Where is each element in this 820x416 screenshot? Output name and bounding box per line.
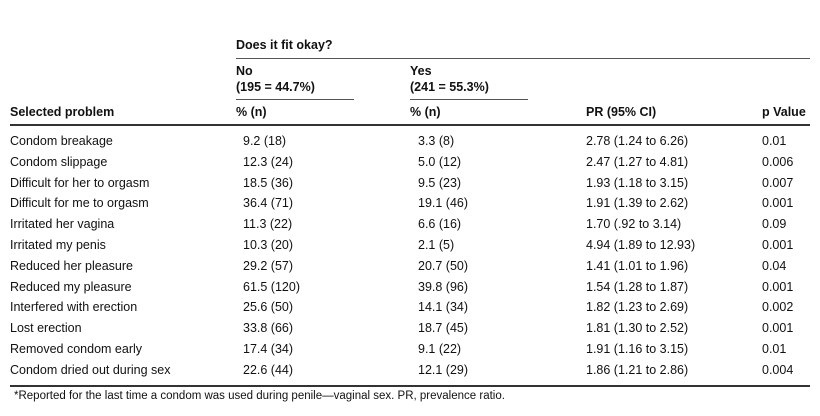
group-rule (236, 58, 810, 59)
row-p-value: 0.002 (762, 300, 794, 315)
row-pr: 1.91 (1.16 to 3.15) (586, 342, 689, 356)
row-p-value: 0.001 (762, 321, 794, 336)
group-header: Does it fit okay? (236, 38, 333, 52)
header-rule (10, 124, 810, 126)
row-problem: Removed condom early (10, 342, 143, 356)
row-pr: 1.82 (1.23 to 2.69) (586, 300, 689, 315)
row-problem: Interfered with erection (10, 300, 138, 315)
row-problem: Irritated my penis (10, 238, 106, 252)
row-no-percent: 25.6 (50) (243, 300, 294, 315)
row-no-percent: 18.5 (36) (243, 175, 294, 190)
row-p-value: 0.006 (762, 154, 794, 169)
row-yes-percent: 6.6 (16) (418, 217, 462, 232)
row-problem: Lost erection (10, 321, 82, 336)
row-yes-percent: 2.1 (5) (418, 238, 455, 252)
row-problem: Difficult for her to orgasm (10, 175, 150, 190)
row-no-percent: 33.8 (66) (243, 321, 294, 336)
no-column-count: (195 = 44.7%) (236, 80, 315, 94)
yes-column-label: Yes (410, 64, 432, 78)
column-header-p-value: p Value (762, 105, 806, 119)
row-p-value: 0.004 (762, 362, 794, 377)
row-no-percent: 9.2 (18) (243, 134, 287, 148)
row-pr: 1.86 (1.21 to 2.86) (586, 362, 689, 377)
no-column-rule (236, 99, 354, 100)
row-problem: Condom dried out during sex (10, 362, 171, 377)
row-p-value: 0.09 (762, 217, 787, 232)
row-p-value: 0.007 (762, 175, 794, 190)
row-pr: 4.94 (1.89 to 12.93) (586, 238, 696, 252)
row-yes-percent: 18.7 (45) (418, 321, 469, 336)
no-column-label: No (236, 64, 253, 78)
row-p-value: 0.001 (762, 238, 794, 252)
row-no-percent: 36.4 (71) (243, 196, 294, 211)
row-problem: Difficult for me to orgasm (10, 196, 149, 211)
row-yes-percent: 12.1 (29) (418, 362, 469, 377)
row-yes-percent: 39.8 (96) (418, 279, 469, 294)
row-yes-percent: 19.1 (46) (418, 196, 469, 211)
row-pr: 1.41 (1.01 to 1.96) (586, 258, 689, 273)
row-yes-percent: 5.0 (12) (418, 154, 462, 169)
row-no-percent: 22.6 (44) (243, 362, 294, 377)
bottom-rule (10, 385, 810, 387)
row-no-percent: 29.2 (57) (243, 258, 294, 273)
row-p-value: 0.001 (762, 196, 794, 211)
row-no-percent: 61.5 (120) (243, 279, 300, 294)
column-header-problem: Selected problem (10, 105, 115, 119)
row-p-value: 0.01 (762, 342, 787, 356)
row-pr: 1.81 (1.30 to 2.52) (586, 321, 689, 336)
column-header-no-percent: % (n) (236, 105, 267, 119)
column-header-pr: PR (95% CI) (586, 105, 657, 119)
row-yes-percent: 9.1 (22) (418, 342, 462, 356)
row-problem: Reduced my pleasure (10, 279, 132, 294)
row-no-percent: 10.3 (20) (243, 238, 294, 252)
footnote: *Reported for the last time a condom was… (14, 390, 505, 402)
row-no-percent: 11.3 (22) (243, 217, 293, 232)
row-pr: 2.47 (1.27 to 4.81) (586, 154, 689, 169)
row-problem: Condom breakage (10, 134, 113, 148)
yes-column-rule (410, 99, 528, 100)
row-no-percent: 12.3 (24) (243, 154, 294, 169)
row-pr: 1.93 (1.18 to 3.15) (586, 175, 689, 190)
row-pr: 1.91 (1.39 to 2.62) (586, 196, 689, 211)
row-problem: Reduced her pleasure (10, 258, 133, 273)
row-problem: Condom slippage (10, 154, 108, 169)
row-pr: 1.70 (.92 to 3.14) (586, 217, 682, 232)
row-pr: 2.78 (1.24 to 6.26) (586, 134, 689, 148)
row-pr: 1.54 (1.28 to 1.87) (586, 279, 689, 294)
row-p-value: 0.01 (762, 134, 787, 148)
row-problem: Irritated her vagina (10, 217, 115, 232)
row-p-value: 0.04 (762, 258, 787, 273)
row-yes-percent: 9.5 (23) (418, 175, 462, 190)
row-yes-percent: 14.1 (34) (418, 300, 469, 315)
yes-column-count: (241 = 55.3%) (410, 80, 489, 94)
row-p-value: 0.001 (762, 279, 794, 294)
row-no-percent: 17.4 (34) (243, 342, 294, 356)
row-yes-percent: 20.7 (50) (418, 258, 469, 273)
row-yes-percent: 3.3 (8) (418, 134, 455, 148)
column-header-yes-percent: % (n) (410, 105, 441, 119)
